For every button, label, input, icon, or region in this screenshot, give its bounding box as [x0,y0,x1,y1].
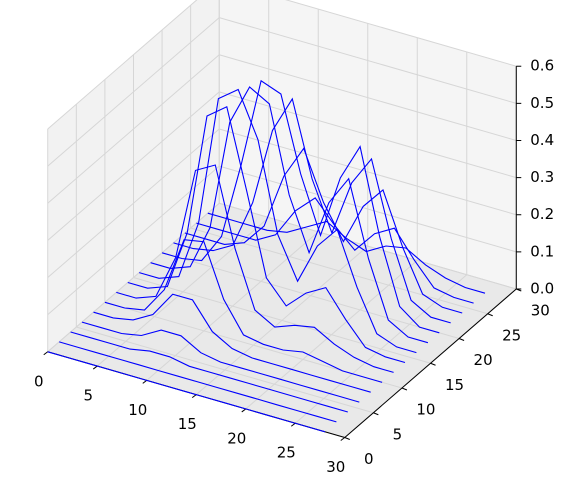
wire-row [47,351,326,433]
y-tick [458,338,465,341]
z-tick-label: 0.0 [530,280,554,298]
y-tick-label: 30 [531,302,550,320]
y-tick-label: 10 [416,401,435,419]
z-tick-label: 0.3 [530,168,554,186]
x-tick-label: 30 [326,458,345,476]
x-tick-label: 5 [83,387,93,405]
grid-line [47,54,220,204]
y-tick-label: 20 [474,351,493,369]
wire-row [207,212,486,294]
grid-line [219,165,517,253]
grid-line [190,227,488,315]
grid-line [47,128,220,278]
wire-row [196,197,474,304]
z-tick-label: 0.1 [530,242,554,260]
grid-line [47,0,198,130]
grid-line [76,326,374,414]
wire-row [150,86,429,344]
y-tick [487,313,493,317]
wire-row [173,97,451,324]
grid-line [161,252,460,339]
grid-line [47,17,220,167]
wire-row [116,164,394,373]
x-tick-label: 20 [227,429,246,447]
grid-line [47,91,220,241]
y-tick [401,387,408,391]
wire-row [81,321,360,403]
z-tick-label: 0.2 [530,205,554,223]
grid-line [219,54,517,141]
grid-line [47,202,220,353]
z-tick-label: 0.4 [530,131,554,149]
wire-row [93,293,371,393]
y-tick [373,412,379,416]
y-tick [344,437,350,440]
wire-row [184,147,463,314]
grid-line [219,202,517,290]
y-tick-label: 0 [364,450,374,468]
x-tick-label: 25 [277,444,296,462]
z-tick-label: 0.5 [530,94,554,112]
grid-line [219,91,517,179]
z-tick-label: 0.6 [530,57,554,75]
x-tick-label: 15 [178,415,197,433]
x-tick-label: 10 [128,401,147,419]
x-tick [43,351,49,356]
grid-line [133,277,431,364]
wire-row [161,79,440,334]
grid-line [285,0,517,67]
x-tick [191,394,197,399]
x-tick [340,437,346,441]
wire-row [70,331,348,413]
y-tick-label: 25 [502,326,521,344]
x-tick [290,422,296,427]
y-tick-label: 5 [393,425,403,443]
wire-row [104,239,383,383]
y-tick-label: 15 [445,376,464,394]
x-tick [241,408,247,413]
x-tick [142,379,148,384]
x-tick-label: 0 [34,372,44,390]
y-tick [430,362,436,366]
wire-row [59,341,337,423]
grid-line [219,17,517,104]
x-tick [92,365,98,370]
